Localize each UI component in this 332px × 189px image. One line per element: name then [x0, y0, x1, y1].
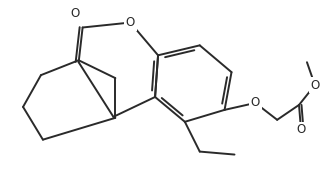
Text: O: O [125, 16, 135, 29]
Text: O: O [310, 79, 319, 91]
Text: O: O [251, 96, 260, 109]
Text: O: O [70, 7, 79, 20]
Text: O: O [296, 123, 306, 136]
